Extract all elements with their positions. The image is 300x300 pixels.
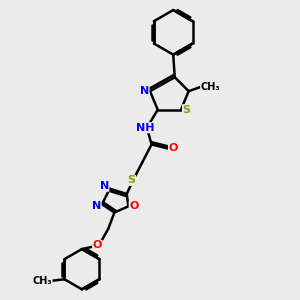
Text: N: N [140,86,149,96]
Text: CH₃: CH₃ [201,82,220,92]
Text: O: O [129,201,139,211]
Text: O: O [93,240,102,250]
Text: N: N [92,201,101,211]
Text: S: S [182,105,190,115]
Text: S: S [128,175,135,185]
Text: N: N [100,181,109,191]
Text: NH: NH [136,123,155,133]
Text: CH₃: CH₃ [32,276,52,286]
Text: O: O [169,143,178,154]
